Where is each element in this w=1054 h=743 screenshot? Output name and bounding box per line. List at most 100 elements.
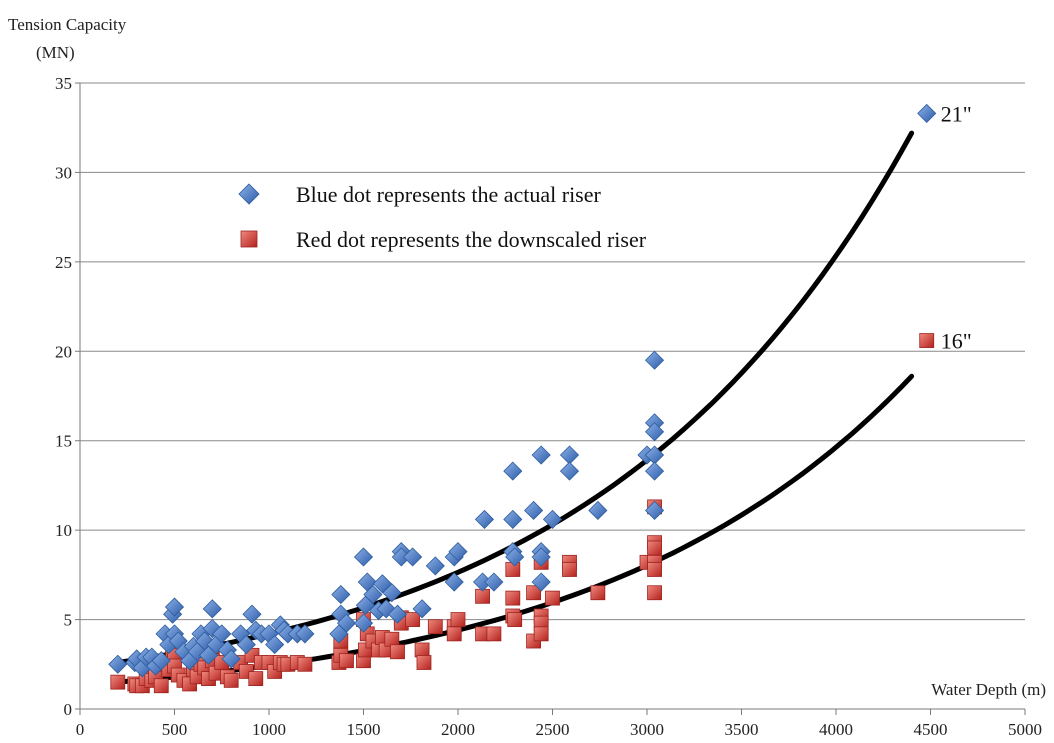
point-downscaled-riser: [590, 585, 606, 601]
point-downscaled-riser: [153, 678, 169, 694]
point-actual-riser: [212, 624, 232, 644]
legend-marker-downscaled: [240, 230, 258, 248]
y-tick-label: 35: [55, 74, 72, 93]
point-actual-riser: [164, 597, 185, 617]
point-actual-riser: [531, 547, 551, 567]
point-actual-riser: [559, 445, 580, 465]
x-tick-label: 4500: [914, 720, 948, 739]
point-downscaled-riser: [110, 674, 126, 690]
y-tick-label: 30: [55, 163, 72, 182]
legend-label-actual: Blue dot represents the actual riser: [296, 182, 602, 207]
legend-label-downscaled: Red dot represents the downscaled riser: [296, 227, 647, 252]
point-actual-riser: [531, 572, 551, 592]
y-axis-title-line2: (MN): [36, 43, 75, 62]
point-actual-riser: [542, 509, 563, 529]
gridlines: [80, 82, 1025, 621]
point-downscaled-riser: [297, 656, 313, 672]
point-downscaled-riser: [562, 562, 577, 577]
point-downscaled-riser: [223, 672, 239, 688]
point-downscaled-riser: [647, 540, 662, 556]
size-annotation-1: 21": [941, 101, 972, 126]
data-points: [108, 103, 937, 694]
point-downscaled-riser: [486, 626, 502, 642]
size-annotation-2: 16": [941, 329, 972, 354]
x-tick-label: 2500: [536, 720, 570, 739]
point-actual-riser: [644, 461, 665, 481]
annotations: 21" 16": [941, 101, 972, 353]
point-actual-riser: [331, 584, 351, 605]
y-tick-label: 20: [55, 342, 72, 361]
point-downscaled-riser: [505, 590, 521, 606]
point-actual-riser: [387, 604, 408, 624]
point-actual-riser: [474, 509, 495, 529]
point-downscaled-riser: [390, 644, 405, 660]
point-downscaled-riser: [647, 562, 662, 577]
point-actual-riser: [531, 445, 551, 465]
point-actual-riser: [644, 422, 665, 442]
point-actual-riser: [108, 654, 128, 674]
point-downscaled-riser: [339, 653, 354, 669]
y-tick-label: 5: [64, 611, 73, 630]
point-actual-riser: [917, 103, 937, 123]
x-tick-label: 1000: [252, 720, 286, 739]
point-downscaled-riser: [405, 612, 421, 627]
legend: Blue dot represents the actual riser Red …: [238, 182, 647, 252]
y-axis-title-line1: Tension Capacity: [8, 15, 127, 34]
x-tick-label: 3000: [630, 720, 664, 739]
x-tick-label: 2000: [441, 720, 475, 739]
point-actual-riser: [524, 500, 544, 521]
point-actual-riser: [403, 547, 423, 567]
point-actual-riser: [644, 500, 665, 521]
point-actual-riser: [265, 635, 285, 655]
point-downscaled-riser: [919, 333, 935, 348]
point-downscaled-riser: [507, 612, 523, 627]
point-actual-riser: [236, 635, 256, 655]
point-actual-riser: [503, 461, 523, 481]
point-actual-riser: [221, 649, 241, 669]
point-actual-riser: [588, 500, 608, 521]
y-tick-label: 0: [64, 700, 73, 719]
x-tick-label: 1500: [347, 720, 381, 739]
point-downscaled-riser: [545, 590, 560, 606]
y-tick-label: 10: [55, 521, 72, 540]
point-actual-riser: [295, 624, 315, 644]
point-actual-riser: [353, 613, 374, 633]
x-tick-label: 0: [76, 720, 85, 739]
point-downscaled-riser: [533, 626, 549, 642]
point-actual-riser: [363, 584, 383, 605]
point-actual-riser: [151, 651, 171, 671]
point-actual-riser: [444, 572, 464, 592]
point-actual-riser: [505, 547, 525, 567]
trendline-1: [115, 130, 915, 665]
x-tick-label: 500: [162, 720, 188, 739]
point-downscaled-riser: [416, 655, 432, 670]
point-actual-riser: [484, 572, 504, 592]
x-axis-title: Water Depth (m): [931, 680, 1046, 699]
point-actual-riser: [202, 599, 222, 619]
y-tick-label: 15: [55, 432, 72, 451]
point-downscaled-riser: [414, 642, 430, 658]
point-actual-riser: [412, 599, 432, 619]
point-actual-riser: [559, 461, 580, 481]
x-tick-label: 4000: [819, 720, 853, 739]
point-actual-riser: [448, 542, 468, 562]
y-tick-label: 25: [55, 253, 72, 272]
point-actual-riser: [644, 350, 665, 370]
point-downscaled-riser: [647, 585, 662, 601]
point-actual-riser: [336, 613, 357, 633]
point-downscaled-riser: [450, 612, 466, 627]
x-tick-label: 3500: [725, 720, 759, 739]
legend-marker-actual: [238, 183, 260, 205]
point-actual-riser: [353, 547, 374, 567]
point-actual-riser: [242, 604, 262, 624]
x-tick-label: 5000: [1008, 720, 1042, 739]
point-downscaled-riser: [526, 585, 541, 601]
point-actual-riser: [503, 509, 523, 529]
point-downscaled-riser: [427, 619, 443, 635]
axes: 0 5 10 15 20 25 30 35 0 500 1000 1500 2000 2500 3000 35…: [55, 74, 1042, 739]
point-downscaled-riser: [446, 626, 462, 642]
point-downscaled-riser: [384, 631, 400, 647]
point-actual-riser: [382, 583, 402, 603]
point-actual-riser: [425, 556, 445, 576]
